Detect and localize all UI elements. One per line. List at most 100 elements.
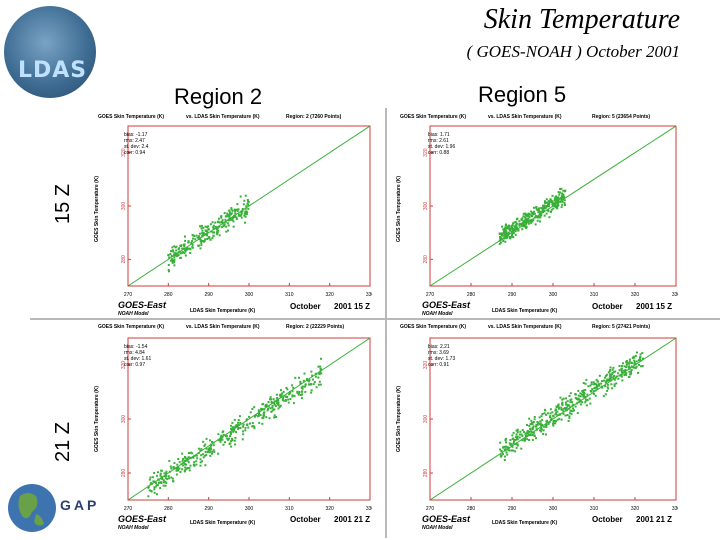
data-point [615,382,618,385]
data-point [291,390,294,393]
data-point [263,411,266,414]
data-point [301,387,304,390]
data-point [229,431,232,434]
data-point [167,263,170,266]
data-point [588,397,591,400]
data-point [192,463,195,466]
data-point [310,391,313,394]
data-point [153,488,156,491]
data-point [298,390,301,393]
data-point [606,383,609,386]
data-point [207,228,210,231]
data-point [504,229,507,232]
data-point [515,437,518,440]
data-point [609,379,612,382]
data-point [236,421,239,424]
x-tick-label: 280 [164,292,173,298]
data-point [229,433,232,436]
scatter-plot: 270 280 290 300 310 320 330 280 300 320 [121,337,372,512]
data-point [561,398,564,401]
data-point [244,215,247,218]
stat-corr: corr: 0.94 [124,150,146,156]
data-point [502,229,505,232]
data-point [177,469,180,472]
data-point [182,464,185,467]
data-point [186,457,189,460]
data-point [165,481,168,484]
data-point [540,430,543,433]
data-point [253,425,256,428]
panel-header-mid: vs. LDAS Skin Temperature (K) [488,324,562,330]
data-point [307,379,310,382]
data-point [164,480,167,483]
data-point [511,445,514,448]
data-point [184,239,187,242]
data-point [246,423,249,426]
data-point [180,463,183,466]
stat-stdev: st. dev: 1.73 [428,356,456,362]
data-point [189,247,192,250]
data-point [234,443,237,446]
data-point [210,230,213,233]
data-point [173,258,176,261]
data-point [521,434,524,437]
data-point [576,397,579,400]
data-point [171,249,174,252]
data-point [280,394,283,397]
data-point [245,213,248,216]
data-point [516,435,519,438]
data-point [549,418,552,421]
data-point [512,227,515,230]
data-point [162,484,165,487]
data-point [535,437,538,440]
data-point [535,423,538,426]
data-point [633,359,636,362]
data-point [513,225,516,228]
data-point [543,204,546,207]
stat-bias: bias: 2.21 [428,344,450,350]
data-point [222,430,225,433]
data-point [595,385,598,388]
data-point [532,213,535,216]
data-point [251,407,254,410]
data-point [586,399,589,402]
x-tick-label: 300 [245,292,254,298]
data-point [261,408,264,411]
data-point [581,393,584,396]
data-point [154,481,157,484]
data-point [549,415,552,418]
data-point [151,476,154,479]
data-point [172,467,175,470]
data-point [533,415,536,418]
data-point [230,427,233,430]
data-point [526,218,529,221]
data-point [557,197,560,200]
data-point [242,203,245,206]
data-point [552,424,555,427]
data-point [505,451,508,454]
data-point [160,475,163,478]
gap-logo-text: GAP [60,497,100,513]
stat-rms: rms: 3.69 [428,350,449,356]
data-point [234,431,237,434]
legend-main: GOES-East [422,514,471,524]
data-point [501,452,504,455]
data-point [536,423,539,426]
data-point [219,436,222,439]
data-point [515,226,518,229]
data-point [509,438,512,441]
data-point [620,367,623,370]
data-point [503,237,506,240]
data-point [595,386,598,389]
data-point [202,456,205,459]
data-point [516,431,519,434]
data-point [176,467,179,470]
data-point [619,374,622,377]
data-point [499,441,502,444]
data-point [614,370,617,373]
data-point [543,425,546,428]
data-point [300,397,303,400]
data-point [261,422,264,425]
data-point [560,406,563,409]
x-axis-label: LDAS Skin Temperature (K) [190,308,256,314]
